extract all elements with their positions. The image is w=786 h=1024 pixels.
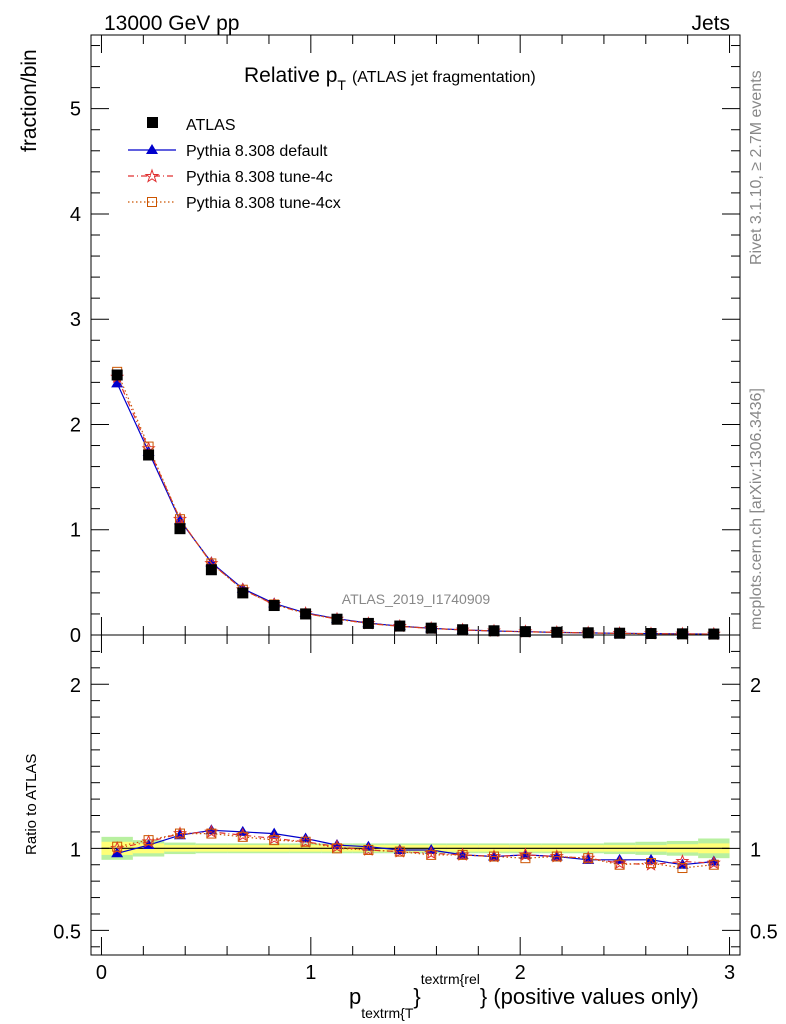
- ratio-y-tick-label: 0.5: [53, 921, 81, 943]
- main-point-atlas: [488, 625, 500, 637]
- ratio-point-tune4cx: [331, 843, 342, 854]
- main-series: [110, 366, 721, 641]
- ratio-point-tune4c: [675, 854, 690, 868]
- x-tick-label: 3: [724, 962, 735, 984]
- main-y-tick-label: 1: [70, 520, 81, 542]
- ratio-point-tune4cx: [112, 841, 123, 852]
- ratio-point-tune4cx: [677, 863, 688, 874]
- ratio-y-tick-label: 1: [70, 839, 81, 861]
- main-point-atlas: [174, 523, 186, 535]
- main-y-axis-label: fraction/bin: [18, 49, 41, 152]
- ratio-point-tune4cx: [614, 859, 625, 870]
- header-left: 13000 GeV pp: [104, 12, 239, 35]
- legend-label-atlas: ATLAS: [186, 117, 236, 134]
- main-point-atlas: [394, 620, 406, 632]
- ratio-y-tick-label: 2: [70, 675, 81, 697]
- main-point-atlas: [425, 622, 437, 634]
- ratio-point-tune4cx: [457, 849, 468, 860]
- ratio-panel: 0.5 0.5 1 1 2 2 0 1 2 3: [53, 634, 778, 984]
- main-point-default: [111, 377, 124, 388]
- ratio-point-tune4cx: [206, 828, 217, 839]
- ratio-ticks: 0.5 0.5 1 1 2 2 0 1 2 3: [53, 635, 778, 984]
- ratio-point-tune4cx: [143, 835, 154, 846]
- ratio-y-tick-label-right: 1: [750, 839, 761, 861]
- main-point-atlas: [614, 627, 626, 639]
- legend-label-tune4cx: Pythia 8.308 tune-4cx: [186, 195, 341, 212]
- ratio-point-tune4cx: [520, 853, 531, 864]
- main-point-atlas: [708, 628, 720, 640]
- main-y-tick-label: 0: [70, 625, 81, 647]
- ratio-point-tune4cx: [489, 851, 500, 862]
- main-point-atlas: [519, 626, 531, 638]
- main-y-tick-label: 2: [70, 414, 81, 436]
- ratio-y-tick-label-right: 2: [750, 675, 761, 697]
- ratio-point-tune4cx: [300, 836, 311, 847]
- ratio-point-tune4c: [518, 847, 533, 861]
- main-point-atlas: [676, 628, 688, 640]
- ratio-point-tune4cx: [269, 835, 280, 846]
- x-tick-label: 1: [305, 962, 316, 984]
- main-panel: 0 1 2 3 4 5: [70, 34, 741, 647]
- main-point-atlas: [143, 449, 155, 461]
- legend-marker-tune4c: [144, 168, 160, 183]
- ratio-line-tune4c: [117, 831, 714, 866]
- main-point-atlas: [645, 628, 657, 640]
- main-point-atlas: [551, 626, 563, 638]
- ratio-point-tune4cx: [583, 853, 594, 864]
- x-tick-label: 0: [96, 962, 107, 984]
- legend-marker-default: [146, 144, 158, 154]
- main-y-tick-label: 4: [70, 204, 81, 226]
- ratio-point-tune4cx: [551, 851, 562, 862]
- plot-title: Relative pT (ATLAS jet fragmentation): [244, 64, 536, 93]
- legend-label-default: Pythia 8.308 default: [186, 143, 328, 160]
- ratio-frame: [90, 634, 741, 956]
- ratio-point-default: [111, 847, 124, 858]
- ratio-point-tune4cx: [708, 859, 719, 870]
- main-ticks: 0 1 2 3 4 5: [70, 35, 740, 647]
- ratio-point-tune4cx: [426, 849, 437, 860]
- ratio-y-tick-label-right: 0.5: [750, 921, 778, 943]
- x-axis-label: ptextrm{T}textrm{rel} (positive values o…: [349, 971, 699, 1021]
- rivet-label: Rivet 3.1.10, ≥ 2.7M events: [748, 70, 765, 265]
- ratio-point-tune4cx: [174, 828, 185, 839]
- main-point-atlas: [362, 617, 374, 629]
- legend-marker-tune4cx: [147, 197, 157, 207]
- main-point-atlas: [205, 564, 217, 576]
- main-y-tick-label: 3: [70, 309, 81, 331]
- main-point-atlas: [268, 600, 280, 612]
- ratio-point-tune4cx: [363, 844, 374, 855]
- ratio-series: [110, 824, 721, 874]
- legend: ATLAS Pythia 8.308 default Pythia 8.308 …: [128, 117, 341, 212]
- main-point-atlas: [582, 627, 594, 639]
- x-tick-label: 2: [515, 962, 526, 984]
- main-point-atlas: [111, 369, 123, 381]
- ratio-point-tune4cx: [646, 858, 657, 869]
- analysis-watermark: ATLAS_2019_I1740909: [342, 591, 491, 607]
- ratio-uncertainty-band: [101, 836, 730, 860]
- main-point-atlas: [331, 613, 343, 625]
- main-point-atlas: [237, 587, 249, 599]
- legend-label-tune4c: Pythia 8.308 tune-4c: [186, 169, 333, 186]
- main-point-atlas: [457, 624, 469, 636]
- main-y-tick-label: 5: [70, 99, 81, 121]
- mcplots-label: mcplots.cern.ch [arXiv:1306.3436]: [748, 388, 765, 630]
- header-right: Jets: [691, 12, 730, 35]
- legend-marker-atlas: [147, 117, 158, 128]
- ratio-y-axis-label: Ratio to ATLAS: [23, 754, 40, 855]
- ratio-point-tune4cx: [394, 846, 405, 857]
- ratio-line-tune4cx: [117, 832, 714, 869]
- ratio-point-tune4cx: [237, 831, 248, 842]
- main-point-atlas: [300, 608, 312, 620]
